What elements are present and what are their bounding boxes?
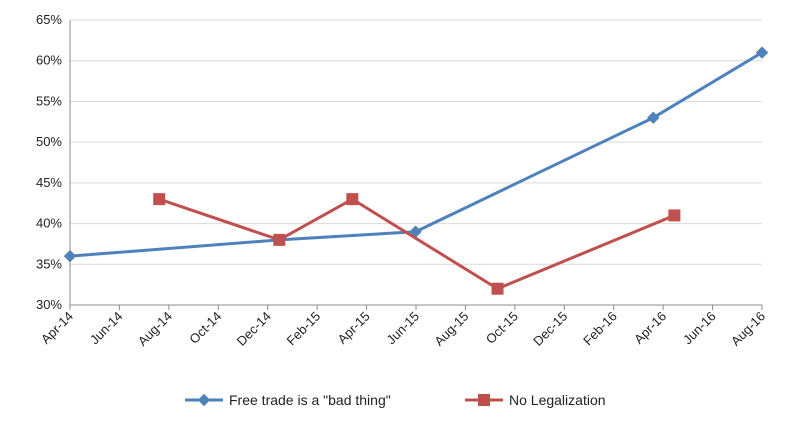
legend-item-2: No Legalization [465,392,606,408]
x-tick-label: Apr-15 [334,309,372,347]
x-tick-label: Feb-15 [284,309,324,349]
series-1 [63,46,769,263]
legend-swatch-marker [478,394,490,406]
x-tick-label: Jun-15 [383,309,422,348]
data-point [491,282,504,295]
x-tick-label: Apr-16 [631,309,669,347]
axes [69,20,763,310]
y-tick-labels: 30% 35% 40% 45% 50% 55% 60% 65% [36,12,62,312]
legend: Free trade is a "bad thing" No Legalizati… [185,392,606,408]
data-point [346,193,359,206]
series-lines [63,46,769,295]
legend-label: No Legalization [509,392,606,408]
x-tick-label: Apr-14 [38,309,76,347]
y-tick-label: 65% [36,12,62,27]
series-line [69,51,763,258]
legend-label: Free trade is a "bad thing" [229,392,391,408]
x-tick-label: Dec-14 [234,309,274,349]
data-point [668,209,681,222]
data-point [755,46,769,59]
data-point [153,193,166,206]
x-tick-label: Oct-14 [186,309,224,347]
y-tick-label: 50% [36,134,62,149]
x-tick-label: Aug-16 [728,309,768,349]
series-2 [153,193,681,295]
y-tick-label: 35% [36,256,62,271]
data-point [63,249,77,263]
x-tick-label: Oct-15 [483,309,521,347]
x-tick-label: Aug-14 [135,309,175,349]
y-tick-label: 55% [36,93,62,108]
legend-item-1: Free trade is a "bad thing" [185,392,391,408]
y-tick-label: 30% [36,297,62,312]
x-tick-label: Jun-16 [680,309,719,348]
y-tick-label: 40% [36,216,62,231]
legend-swatch-marker [197,393,211,407]
x-tick-label: Dec-15 [530,309,570,349]
x-tick-labels: Apr-14 Jun-14 Aug-14 Oct-14 Dec-14 Feb-15 Apr-… [38,309,768,349]
x-tick-label: Aug-15 [431,309,471,349]
x-tick-label: Jun-14 [87,309,126,348]
data-point [647,111,660,124]
y-tick-label: 45% [36,175,62,190]
x-tick-label: Feb-16 [580,309,620,349]
gridlines [70,19,762,265]
data-point [273,233,286,246]
y-tick-label: 60% [36,53,62,68]
